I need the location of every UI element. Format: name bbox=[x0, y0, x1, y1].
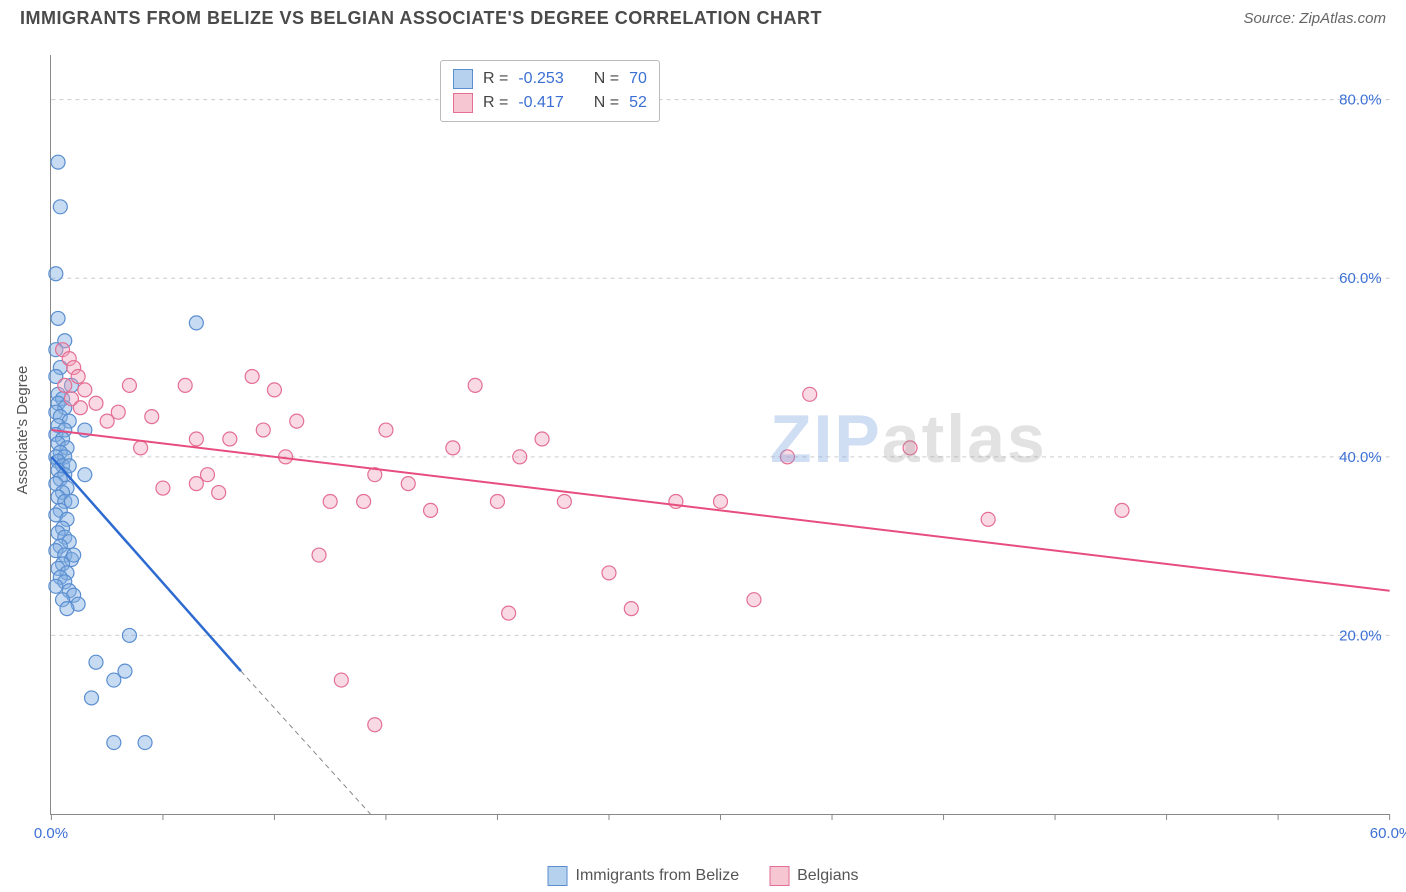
data-point bbox=[78, 468, 92, 482]
data-point bbox=[357, 494, 371, 508]
data-point bbox=[223, 432, 237, 446]
series-legend-label: Belgians bbox=[797, 867, 858, 885]
trend-line bbox=[51, 430, 1389, 591]
series-legend: Immigrants from Belize Belgians bbox=[548, 866, 859, 886]
data-point bbox=[89, 655, 103, 669]
data-point bbox=[468, 378, 482, 392]
chart-title: IMMIGRANTS FROM BELIZE VS BELGIAN ASSOCI… bbox=[20, 8, 822, 29]
data-point bbox=[267, 383, 281, 397]
source-attribution: Source: ZipAtlas.com bbox=[1243, 10, 1386, 27]
data-point bbox=[58, 378, 72, 392]
data-point bbox=[118, 664, 132, 678]
legend-swatch bbox=[548, 866, 568, 886]
data-point bbox=[602, 566, 616, 580]
data-point bbox=[111, 405, 125, 419]
data-point bbox=[513, 450, 527, 464]
y-tick-label: 20.0% bbox=[1339, 627, 1381, 644]
correlation-legend-row: R = -0.417 N = 52 bbox=[453, 91, 647, 115]
series-legend-item: Belgians bbox=[769, 866, 858, 886]
data-point bbox=[714, 494, 728, 508]
data-point bbox=[379, 423, 393, 437]
y-axis-title: Associate's Degree bbox=[14, 366, 31, 495]
n-value: 70 bbox=[629, 70, 647, 88]
chart-plot-area: 20.0%40.0%60.0%80.0% 0.0%60.0% bbox=[50, 55, 1390, 815]
data-point bbox=[490, 494, 504, 508]
data-point bbox=[178, 378, 192, 392]
n-label: N = bbox=[594, 70, 619, 88]
y-tick-label: 40.0% bbox=[1339, 449, 1381, 466]
data-point bbox=[189, 432, 203, 446]
data-point bbox=[256, 423, 270, 437]
data-point bbox=[368, 718, 382, 732]
data-point bbox=[903, 441, 917, 455]
scatter-plot-svg: 20.0% 40.0% 60.0% 80.0% bbox=[51, 55, 1390, 814]
data-point bbox=[49, 267, 63, 281]
data-point bbox=[156, 481, 170, 495]
correlation-legend-row: R = -0.253 N = 70 bbox=[453, 67, 647, 91]
series-legend-item: Immigrants from Belize bbox=[548, 866, 740, 886]
data-point bbox=[51, 155, 65, 169]
data-point bbox=[138, 736, 152, 750]
legend-swatch bbox=[453, 93, 473, 113]
data-point bbox=[107, 736, 121, 750]
data-point bbox=[446, 441, 460, 455]
data-point bbox=[624, 602, 638, 616]
n-value: 52 bbox=[629, 94, 647, 112]
data-point bbox=[122, 628, 136, 642]
data-point bbox=[73, 401, 87, 415]
data-point bbox=[49, 579, 63, 593]
data-point bbox=[803, 387, 817, 401]
trend-line-extrapolated bbox=[241, 671, 370, 814]
data-point bbox=[122, 378, 136, 392]
data-point bbox=[134, 441, 148, 455]
data-point bbox=[312, 548, 326, 562]
r-value: -0.253 bbox=[518, 70, 563, 88]
data-point bbox=[189, 316, 203, 330]
data-point bbox=[212, 486, 226, 500]
data-point bbox=[60, 602, 74, 616]
data-point bbox=[780, 450, 794, 464]
r-label: R = bbox=[483, 94, 508, 112]
x-tick-label: 0.0% bbox=[34, 825, 68, 842]
n-label: N = bbox=[594, 94, 619, 112]
data-point bbox=[401, 477, 415, 491]
data-point bbox=[290, 414, 304, 428]
legend-swatch bbox=[453, 69, 473, 89]
data-point bbox=[245, 369, 259, 383]
data-point bbox=[89, 396, 103, 410]
data-point bbox=[557, 494, 571, 508]
correlation-legend: R = -0.253 N = 70 R = -0.417 N = 52 bbox=[440, 60, 660, 122]
data-point bbox=[981, 512, 995, 526]
data-point bbox=[535, 432, 549, 446]
data-point bbox=[67, 548, 81, 562]
data-point bbox=[51, 311, 65, 325]
data-point bbox=[189, 477, 203, 491]
data-point bbox=[323, 494, 337, 508]
data-point bbox=[747, 593, 761, 607]
data-point bbox=[334, 673, 348, 687]
data-point bbox=[502, 606, 516, 620]
data-point bbox=[53, 200, 67, 214]
x-tick-label: 60.0% bbox=[1370, 825, 1406, 842]
y-tick-label: 60.0% bbox=[1339, 270, 1381, 287]
data-point bbox=[78, 383, 92, 397]
data-point bbox=[145, 410, 159, 424]
data-point bbox=[85, 691, 99, 705]
r-value: -0.417 bbox=[518, 94, 563, 112]
data-point bbox=[424, 503, 438, 517]
data-point bbox=[71, 369, 85, 383]
r-label: R = bbox=[483, 70, 508, 88]
series-legend-label: Immigrants from Belize bbox=[576, 867, 740, 885]
legend-swatch bbox=[769, 866, 789, 886]
y-tick-label: 80.0% bbox=[1339, 92, 1381, 109]
data-point bbox=[1115, 503, 1129, 517]
